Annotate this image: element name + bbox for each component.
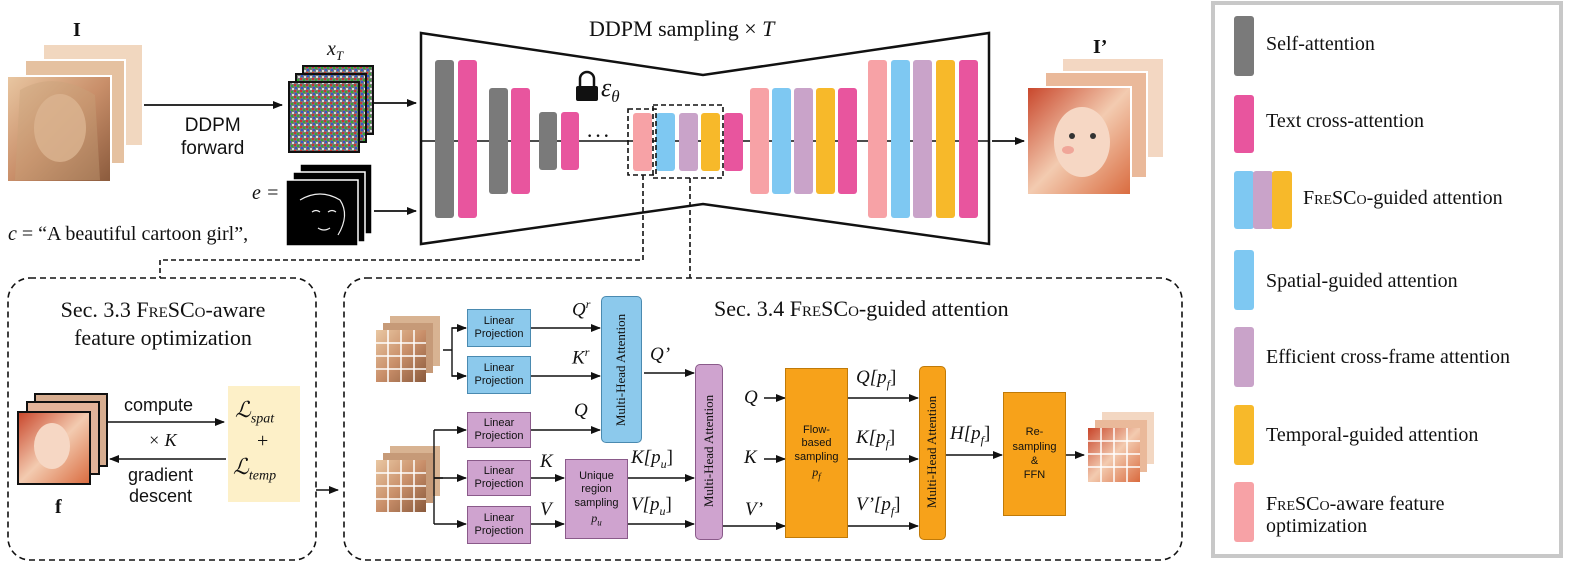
- linear-projection-v: Linear Projection: [467, 506, 531, 544]
- k-label: K: [540, 451, 553, 472]
- sec33-panel: [7, 277, 317, 561]
- gradient-descent-label: gradient descent: [128, 465, 194, 506]
- linear-projection-qr: Linear Projection: [467, 309, 531, 347]
- spatial-mha-block: [601, 296, 642, 443]
- legend-temporal-label: Temporal-guided attention: [1266, 424, 1479, 446]
- feature-label: f: [55, 496, 62, 518]
- loss-spat: ℒspat: [235, 397, 275, 427]
- legend-frame: [1211, 1, 1563, 558]
- lock-icon: [576, 70, 598, 101]
- sec33-title: Sec. 3.3 FreSCo-aware feature optimizati…: [60, 297, 266, 350]
- fresco-aware-highlight: [627, 108, 657, 176]
- loss-box: [228, 386, 300, 502]
- edge-map-stack: [285, 163, 373, 247]
- fresco-guided-highlight: [652, 104, 724, 179]
- kr-label: Kr: [572, 345, 590, 369]
- v-pf-label: V’[pf]: [856, 494, 901, 518]
- legend-fresco-guided-swatch: [1234, 171, 1292, 229]
- q-label: Q: [574, 400, 588, 421]
- edge-condition-label: e =: [252, 182, 280, 204]
- text-prompt-label: c = “A beautiful cartoon girl”,: [8, 223, 249, 245]
- output-patch-grid: [1088, 412, 1154, 482]
- linear-projection-k: Linear Projection: [467, 460, 531, 496]
- legend-fresco-aware-label: FreSCo-aware feature optimization: [1266, 493, 1445, 537]
- q2-label: Q: [744, 387, 758, 408]
- sec34-title: Sec. 3.4 FreSCo-guided attention: [714, 296, 1009, 321]
- noisy-latent-stack: [288, 65, 374, 153]
- linear-projection-q: Linear Projection: [467, 412, 531, 448]
- epsilon-theta-label: εθ: [601, 73, 620, 107]
- loss-plus: +: [257, 430, 269, 452]
- iterations-label: × K: [148, 430, 177, 450]
- legend-fresco-aware-swatch: [1234, 482, 1254, 542]
- spatial-mha-label: Multi-Head Attention: [613, 313, 628, 427]
- output-image-label: I’: [1093, 36, 1108, 58]
- legend-spatial-swatch: [1234, 250, 1254, 310]
- output-image-stack: [1026, 57, 1165, 196]
- q-prime-label: Q’: [650, 344, 671, 365]
- legend-self-attention-label: Self-attention: [1266, 33, 1375, 55]
- ddpm-forward-label: DDPM forward: [181, 115, 245, 159]
- legend-spatial-label: Spatial-guided attention: [1266, 270, 1458, 292]
- legend-text-cross-swatch: [1234, 95, 1254, 153]
- k-pu-label: K[pu]: [631, 447, 673, 471]
- legend-efficient-swatch: [1234, 327, 1254, 387]
- v-prime-label: V’: [745, 499, 763, 520]
- v-pu-label: V[pu]: [631, 494, 672, 518]
- qr-label: Qr: [572, 297, 591, 321]
- xt-label: xT: [327, 38, 344, 63]
- resampling-ffn-box: Re- sampling & FFN: [1003, 392, 1066, 516]
- loss-temp: ℒtemp: [233, 454, 277, 484]
- efficient-mha-label: Multi-Head Attention: [701, 394, 716, 508]
- v-label: V: [540, 499, 552, 520]
- current-patch-grid: [376, 446, 440, 512]
- temporal-mha-label: Multi-Head Attention: [924, 395, 939, 509]
- unet-blocks: [435, 60, 978, 218]
- input-image-label: I: [73, 19, 81, 41]
- flow-based-sampling-box: Flow- based sampling pf: [785, 368, 848, 538]
- feature-stack: [17, 393, 108, 485]
- h-pf-label: H[pf]: [950, 423, 991, 447]
- q-pf-label: Q[pf]: [856, 367, 897, 391]
- linear-projection-kr: Linear Projection: [467, 356, 531, 394]
- ddpm-sampling-title: DDPM sampling × T: [589, 16, 775, 41]
- unique-region-sampling-box: Unique region sampling pu: [565, 459, 628, 539]
- legend-efficient-label: Efficient cross-frame attention: [1266, 346, 1510, 368]
- legend-temporal-swatch: [1234, 405, 1254, 465]
- efficient-mha-block: [695, 364, 723, 540]
- unet-ellipsis: ···: [586, 123, 611, 148]
- legend-fresco-guided-label: FreSCo-guided attention: [1303, 187, 1503, 209]
- compute-label: compute: [124, 395, 194, 415]
- k2-label: K: [744, 447, 757, 468]
- temporal-mha-block: [919, 366, 946, 540]
- k-pf-label: K[pf]: [856, 427, 896, 451]
- legend-self-attention-swatch: [1234, 16, 1254, 76]
- input-image-stack: [6, 43, 144, 183]
- legend-text-cross-label: Text cross-attention: [1266, 110, 1424, 132]
- reference-patch-grid: [376, 316, 440, 382]
